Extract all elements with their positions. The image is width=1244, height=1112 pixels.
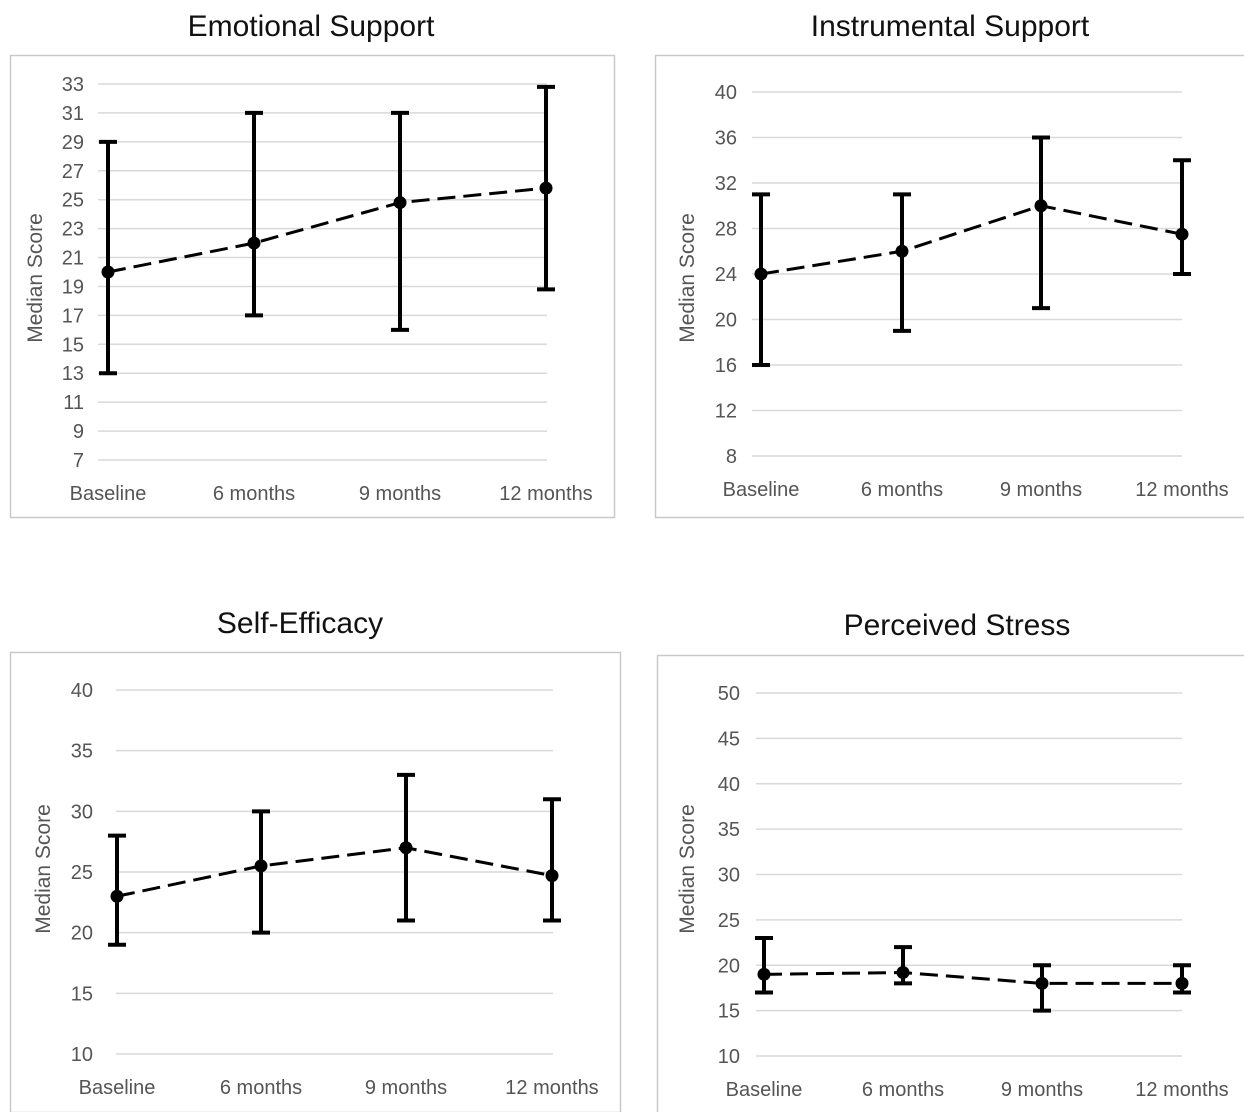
chart-1-error-bar bbox=[391, 110, 409, 332]
chart-4-panel: Perceived Stress 10 15 20 25 30 35 40 45 50 Median… bbox=[656, 609, 1244, 1112]
chart-1-ytick-label: 9 bbox=[73, 421, 84, 443]
chart-1-xtick-label: 6 months bbox=[213, 483, 295, 505]
chart-1-panel: Emotional Support 7 9 11 13 15 17 19 21 23 25 27 29 3… bbox=[9, 10, 616, 519]
chart-4-frame bbox=[656, 654, 1244, 1112]
chart-2-data-point bbox=[1034, 199, 1048, 213]
chart-1-xtick-label: 12 months bbox=[499, 483, 592, 505]
chart-2-data-point bbox=[895, 244, 909, 258]
chart-1-ytick-label: 27 bbox=[62, 161, 84, 183]
chart-4-ytick-label: 35 bbox=[718, 819, 740, 841]
chart-3-ylabel: Median Score bbox=[32, 804, 55, 934]
chart-4-ylabel: Median Score bbox=[676, 804, 699, 934]
chart-2-ytick-label: 20 bbox=[715, 310, 737, 332]
chart-1-ytick-label: 31 bbox=[62, 103, 84, 125]
chart-4-ytick-label: 45 bbox=[718, 728, 740, 750]
chart-2-ytick-label: 36 bbox=[715, 128, 737, 150]
chart-4-xtick-label: Baseline bbox=[726, 1079, 803, 1101]
chart-2-ylabel: Median Score bbox=[676, 213, 699, 343]
chart-3-xtick-label: 6 months bbox=[220, 1077, 302, 1099]
chart-1-ylabel: Median Score bbox=[24, 213, 47, 343]
chart-1-ytick-label: 13 bbox=[62, 363, 84, 385]
chart-4-ytick-label: 30 bbox=[718, 865, 740, 887]
chart-4-xtick-label: 9 months bbox=[1001, 1079, 1083, 1101]
chart-2-ytick-label: 8 bbox=[726, 446, 737, 468]
chart-1-xtick-label: Baseline bbox=[70, 483, 147, 505]
chart-3-ytick-label: 25 bbox=[71, 862, 93, 884]
chart-1-ytick-label: 29 bbox=[62, 132, 84, 154]
chart-4-ytick-label: 25 bbox=[718, 910, 740, 932]
chart-4-ytick-label: 50 bbox=[718, 683, 740, 705]
chart-3-ytick-label: 40 bbox=[71, 680, 93, 702]
chart-1-xtick-label: 9 months bbox=[359, 483, 441, 505]
chart-1-ytick-label: 17 bbox=[62, 305, 84, 327]
chart-1-error-bar bbox=[245, 110, 263, 318]
chart-4-data-point bbox=[757, 967, 771, 981]
chart-3-xtick-label: 9 months bbox=[365, 1077, 447, 1099]
chart-2-frame bbox=[654, 54, 1244, 519]
chart-3-ytick-label: 35 bbox=[71, 741, 93, 763]
chart-2-data-point bbox=[1175, 227, 1189, 241]
chart-3-ytick-label: 15 bbox=[71, 983, 93, 1005]
chart-1-ytick-label: 7 bbox=[73, 450, 84, 472]
chart-2-title: Instrumental Support bbox=[811, 10, 1090, 43]
chart-3-series-line bbox=[116, 846, 553, 898]
chart-2-ytick-label: 40 bbox=[715, 82, 737, 104]
chart-2-ytick-label: 24 bbox=[715, 264, 737, 286]
chart-3-ytick-label: 20 bbox=[71, 923, 93, 945]
chart-4-xtick-label: 6 months bbox=[862, 1079, 944, 1101]
chart-2-ytick-label: 28 bbox=[715, 219, 737, 241]
chart-4-title: Perceived Stress bbox=[844, 609, 1071, 642]
chart-2-ytick-label: 16 bbox=[715, 355, 737, 377]
chart-2-error-bar bbox=[1032, 135, 1050, 311]
chart-1-error-bar bbox=[99, 139, 117, 376]
chart-4-data-point bbox=[1175, 976, 1189, 990]
chart-1-ytick-label: 25 bbox=[62, 190, 84, 212]
chart-3-frame bbox=[9, 651, 622, 1112]
chart-3-data-point bbox=[399, 841, 413, 855]
chart-4-error-bar bbox=[755, 936, 773, 995]
chart-1-ytick-label: 33 bbox=[62, 74, 84, 96]
chart-1-ytick-label: 11 bbox=[63, 392, 84, 414]
chart-2-series-line bbox=[760, 204, 1183, 276]
chart-3-ytick-label: 30 bbox=[71, 801, 93, 823]
chart-3-xtick-label: Baseline bbox=[79, 1077, 156, 1099]
chart-1-ytick-label: 15 bbox=[62, 334, 84, 356]
chart-3-data-point bbox=[545, 869, 559, 883]
chart-1-title: Emotional Support bbox=[188, 10, 435, 43]
chart-2-ytick-label: 32 bbox=[715, 173, 737, 195]
chart-2-error-bar bbox=[893, 192, 911, 333]
chart-2-error-bar bbox=[1173, 158, 1191, 276]
chart-3-xtick-label: 12 months bbox=[505, 1077, 598, 1099]
chart-2-xtick-label: 6 months bbox=[861, 479, 943, 501]
chart-3-data-point bbox=[254, 859, 268, 873]
chart-3-data-point bbox=[110, 889, 124, 903]
chart-1-data-point bbox=[101, 265, 115, 279]
chart-1-data-point bbox=[247, 236, 261, 250]
chart-4-series-line bbox=[763, 971, 1182, 985]
chart-3-error-bar bbox=[543, 797, 561, 923]
chart-1-ytick-label: 19 bbox=[62, 276, 84, 298]
chart-4-ytick-label: 15 bbox=[718, 1001, 740, 1023]
chart-3-panel: Self-Efficacy 10 15 20 25 30 35 40 Median Score B… bbox=[9, 607, 622, 1112]
chart-2-xtick-label: 9 months bbox=[1000, 479, 1082, 501]
chart-1-series-line bbox=[107, 186, 547, 274]
chart-2-data-point bbox=[754, 267, 768, 281]
chart-4-xtick-label: 12 months bbox=[1135, 1079, 1228, 1101]
chart-2-xtick-label: Baseline bbox=[723, 479, 800, 501]
chart-4-ytick-label: 20 bbox=[718, 955, 740, 977]
chart-1-ytick-label: 23 bbox=[62, 219, 84, 241]
chart-1-data-point bbox=[539, 181, 553, 195]
chart-3-title: Self-Efficacy bbox=[217, 607, 383, 640]
chart-1-data-point bbox=[393, 196, 407, 210]
chart-2-ytick-label: 12 bbox=[715, 401, 737, 423]
chart-4-data-point bbox=[896, 966, 910, 980]
chart-4-data-point bbox=[1035, 976, 1049, 990]
chart-2-xtick-label: 12 months bbox=[1135, 479, 1228, 501]
chart-4-ytick-label: 10 bbox=[718, 1046, 740, 1068]
chart-1-ytick-label: 21 bbox=[62, 248, 84, 270]
chart-2-panel: Instrumental Support 8 12 16 20 24 28 32 36 40 Med… bbox=[654, 10, 1244, 519]
chart-4-ytick-label: 40 bbox=[718, 774, 740, 796]
chart-3-ytick-label: 10 bbox=[71, 1044, 93, 1066]
